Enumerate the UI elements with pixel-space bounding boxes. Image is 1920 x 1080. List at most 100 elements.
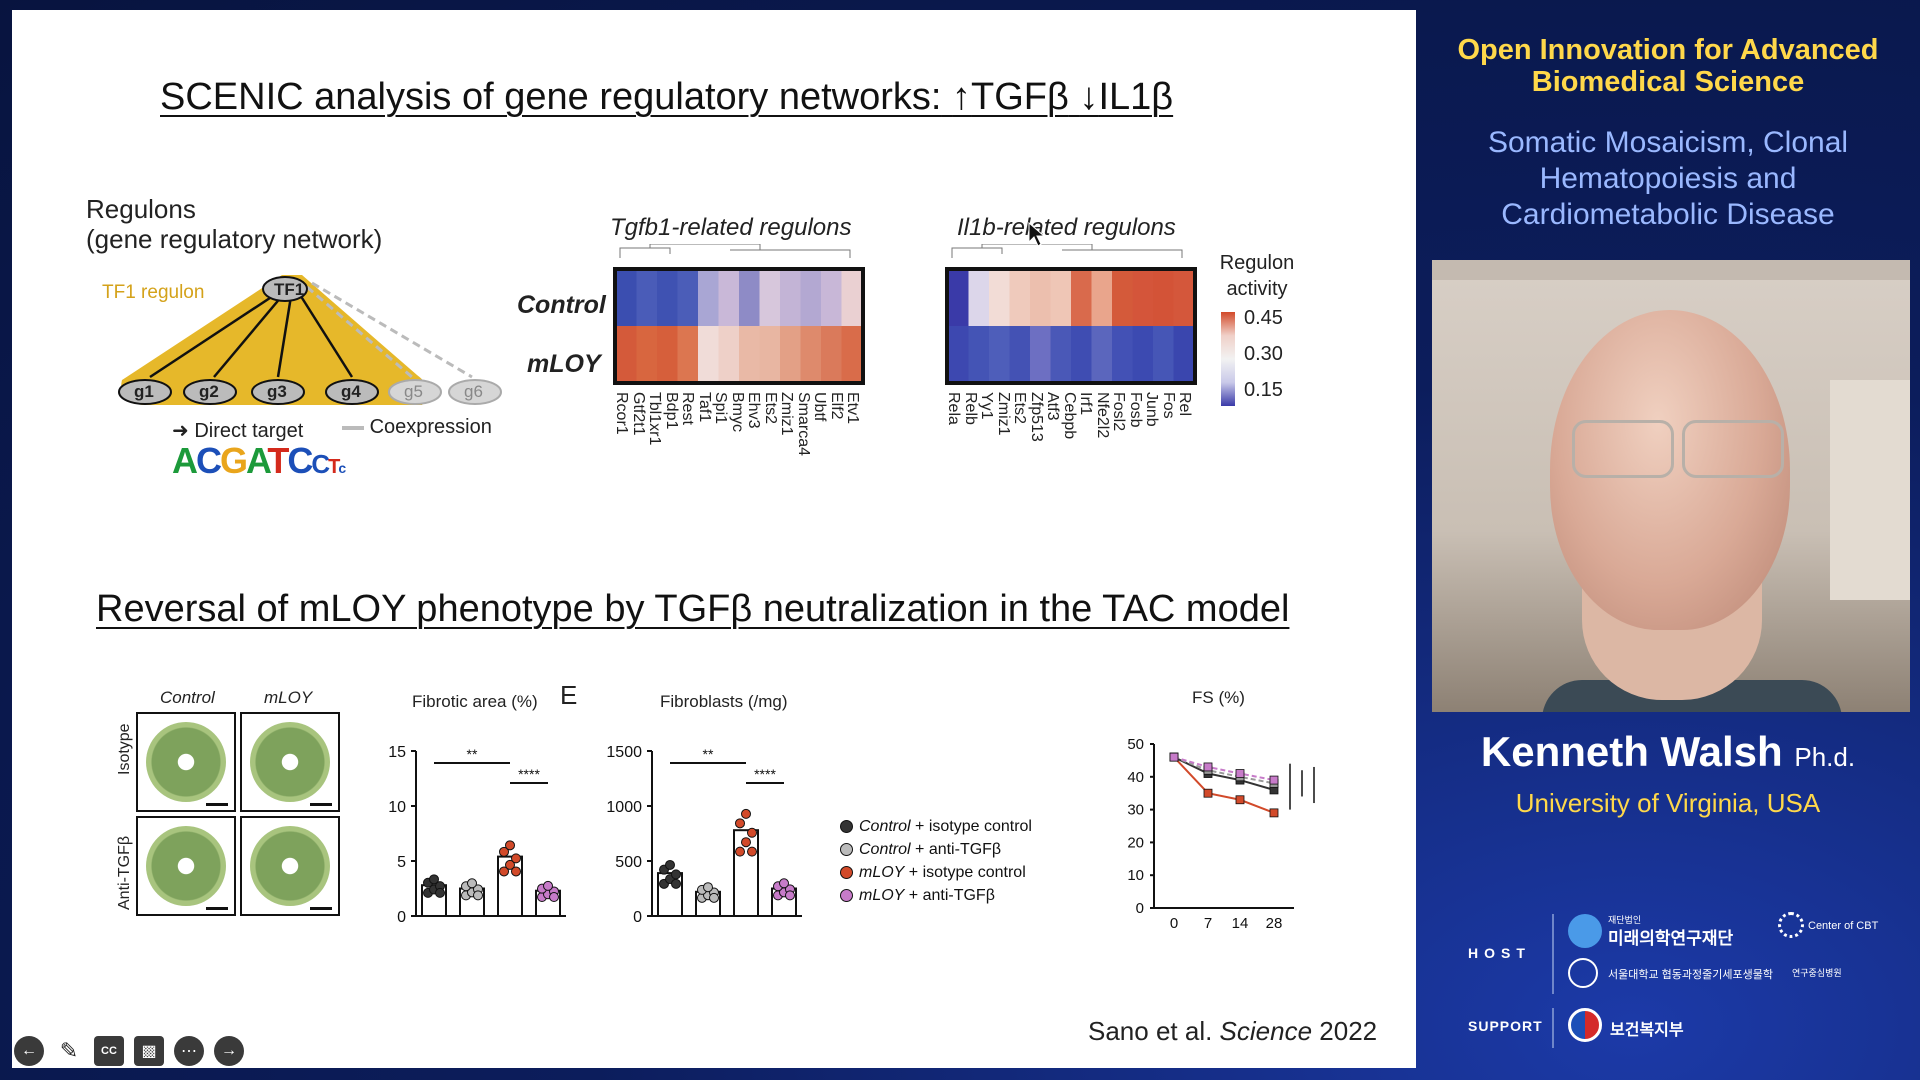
fibrotic-point — [429, 874, 439, 885]
fs-x-tick-label: 28 — [1266, 915, 1283, 932]
legend-item: mLOY + isotype control — [840, 864, 1032, 887]
fibroblasts-point — [747, 827, 757, 838]
heatmap-tgfb1 — [613, 244, 865, 385]
host-logo3: 서울대학교 협동과정줄기세포생물학 — [1608, 969, 1773, 981]
heatmap-column-label: Ets2 — [761, 392, 779, 425]
legend-group: mLOY — [859, 864, 905, 881]
legend-dot-icon — [840, 820, 853, 834]
slide-title-top: SCENIC analysis of gene regulatory netwo… — [160, 76, 1173, 119]
presentation-controls: ← ✎ CC ▩ ⋯ → — [14, 1036, 244, 1066]
fibrotic-tick-label: 15 — [388, 744, 406, 761]
heatmap-column-label: Ubtf — [811, 392, 828, 422]
heat1-cell — [821, 326, 842, 382]
heatmap-column-label: Zmiz1 — [994, 392, 1012, 436]
session-title-line1: Somatic Mosaicism, Clonal — [1487, 126, 1849, 159]
heatmap-column-label: Spi1 — [712, 392, 729, 425]
fs-point — [1203, 762, 1213, 772]
fibroblasts-point — [741, 837, 751, 848]
gene-label-g3: g3 — [267, 382, 287, 401]
heat1-cell — [800, 326, 822, 382]
legend-treatment: + isotype control — [910, 818, 1032, 835]
heat2-cell — [989, 270, 1010, 326]
event-title-line2: Biomedical Science — [1531, 66, 1805, 98]
fibroblasts-point — [665, 859, 675, 870]
scale-bar — [206, 803, 228, 806]
more-icon[interactable]: ⋯ — [174, 1036, 204, 1066]
legend-value-mid: 0.30 — [1244, 343, 1283, 365]
fibrotic-point — [467, 878, 477, 889]
back-icon[interactable]: ← — [14, 1036, 44, 1066]
forward-icon[interactable]: → — [214, 1036, 244, 1066]
heat1-cell — [739, 326, 760, 382]
fibroblasts-point — [671, 878, 681, 889]
foundation-logo-icon — [1568, 914, 1602, 948]
fs-point — [1169, 752, 1179, 762]
heatmap2-title-text: Il1b-related regulons — [957, 214, 1176, 241]
heat1-border — [613, 267, 865, 385]
legend-color-bar — [1221, 312, 1235, 406]
fibrotic-point — [511, 866, 521, 877]
gene-label-g6: g6 — [464, 382, 483, 401]
cc-icon[interactable]: CC — [94, 1036, 124, 1066]
heatmap-column-label: Rel — [1176, 392, 1193, 417]
arrow-up-icon: ↑ — [952, 76, 972, 118]
glasses-left-icon — [1572, 420, 1674, 478]
heatmap-column-label: Rela — [945, 392, 962, 425]
cbt-logo-icon — [1778, 912, 1804, 938]
fs-y-tick-label: 40 — [1127, 769, 1144, 786]
legend-dot-icon — [840, 843, 853, 857]
heatmap-column-label: Bmyc — [728, 392, 746, 432]
arrow-down-icon: ↓ — [1079, 76, 1099, 118]
legend-item: Control + isotype control — [840, 818, 1032, 841]
camera-off-icon[interactable]: ▩ — [134, 1036, 164, 1066]
title-top-text: SCENIC analysis of gene regulatory netwo… — [160, 76, 942, 118]
heat1-cell — [616, 326, 637, 382]
heat1-cell — [718, 270, 740, 326]
heatmap-column-label: Ets2 — [1011, 392, 1028, 425]
legend-treatment: + anti-TGFβ — [910, 841, 1002, 858]
heat2-dendrogram — [951, 244, 1183, 258]
heat1-cell — [698, 270, 719, 326]
heatmap1-title: Tgfb1-related regulons — [610, 214, 851, 242]
host-logo1: 미래의학연구재단 — [1608, 929, 1734, 948]
histo-col-control: Control — [160, 688, 215, 707]
fibroblasts-point — [779, 878, 789, 889]
fibrotic-point — [543, 880, 553, 891]
heat1-cell — [657, 326, 678, 382]
fibroblasts-tick-label: 500 — [615, 854, 642, 871]
heatmap-column-label: Fos — [1159, 392, 1177, 419]
fibrotic-area-title: Fibrotic area (%) — [412, 692, 538, 711]
legend-dot-icon — [840, 889, 853, 903]
speaker-name-text: Kenneth Walsh — [1480, 728, 1783, 775]
direct-target-legend: ➜ Direct target — [172, 418, 303, 443]
heat1-cell — [677, 270, 699, 326]
fibrotic-sig-label: **** — [518, 766, 540, 782]
fibroblasts-sig-label: **** — [754, 766, 776, 782]
heat1-cell — [759, 326, 781, 382]
pen-icon[interactable]: ✎ — [59, 1038, 79, 1063]
gene-label-g1: g1 — [134, 382, 154, 401]
heat2-cell — [1112, 326, 1133, 382]
heat2-cell — [1173, 270, 1195, 326]
heatmap-column-label: Cebpb — [1060, 392, 1078, 440]
row-label-mloy: mLOY — [527, 350, 601, 378]
fs-y-tick-label: 0 — [1136, 900, 1144, 917]
tf1-node-label: TF1 — [274, 280, 305, 299]
heat2-cell — [1030, 270, 1051, 326]
title-il: IL1β — [1098, 76, 1174, 118]
university-emblem-icon — [1568, 958, 1598, 988]
fibroblasts-tick-label: 1500 — [606, 744, 642, 761]
legend-treatment: + anti-TGFβ — [904, 887, 995, 904]
motif-logo: ACGATCCTc — [172, 440, 346, 481]
scale-bar — [310, 803, 332, 806]
coexpression-text: Coexpression — [369, 416, 492, 438]
heatmap-column-label: Nfe2l2 — [1093, 392, 1111, 439]
heatmap-column-label: Zfp513 — [1027, 392, 1045, 442]
event-sidebar: Open Innovation for Advanced Biomedical … — [1416, 0, 1920, 1080]
histo-row-anti-tgfb: Anti-TGFβ — [116, 835, 133, 910]
tf1-regulon-label: TF1 regulon — [102, 282, 205, 303]
citation-journal: Science — [1219, 1016, 1313, 1046]
support-logo: 보건복지부 — [1610, 1022, 1684, 1039]
heat1-cell — [718, 326, 740, 382]
